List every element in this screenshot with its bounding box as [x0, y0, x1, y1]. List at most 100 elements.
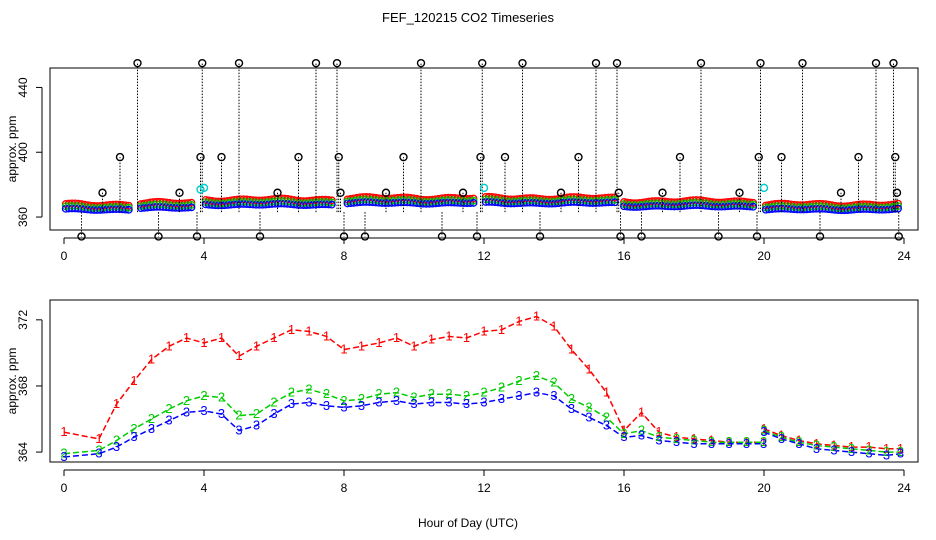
series-3-marker: 3 [865, 446, 872, 461]
bottom-y-tick-label: 372 [16, 310, 30, 330]
series-3-marker: 3 [130, 429, 137, 444]
series-2-marker: 2 [183, 393, 190, 408]
series-1-marker: 1 [60, 424, 67, 439]
series-2-marker: 2 [463, 388, 470, 403]
outlier-point [518, 58, 527, 68]
bottom-y-tick-label: 364 [16, 442, 30, 462]
series-1-marker: 1 [393, 330, 400, 345]
series-1-marker: 1 [148, 352, 155, 367]
top-ylabel: approx. ppm [5, 116, 19, 183]
series-2-marker: 2 [323, 386, 330, 401]
series-3-marker: 3 [113, 439, 120, 454]
series-1-marker: 1 [253, 338, 260, 353]
outlier-point [472, 232, 482, 241]
outlier-point [556, 188, 566, 197]
series-1-marker: 1 [428, 332, 435, 347]
chart-title: FEF_120215 CO2 Timeseries [382, 10, 554, 25]
series-3-marker: 3 [480, 394, 487, 409]
series-2-marker: 2 [830, 439, 837, 454]
outlier-point [294, 152, 303, 162]
series3-point [124, 205, 133, 214]
outlier-point [192, 232, 202, 241]
outlier-point [614, 188, 623, 197]
series-2-marker: 2 [865, 442, 872, 457]
bottom-plot-frame [49, 299, 919, 463]
outlier-point [754, 152, 763, 162]
series-3-marker: 3 [585, 409, 592, 424]
outlier-point [381, 188, 391, 197]
series-2-marker: 2 [708, 434, 715, 449]
outlier-point [591, 58, 601, 68]
series-3-marker: 3 [253, 418, 260, 433]
flagged-point [759, 183, 769, 193]
outlier-point [854, 152, 863, 162]
outlier-point [476, 152, 485, 162]
series-2-marker: 2 [795, 434, 802, 449]
series-1-marker: 1 [323, 328, 330, 343]
outlier-point [175, 188, 184, 197]
series-2-marker: 2 [358, 391, 365, 406]
series-1-marker: 1 [463, 330, 470, 345]
series-1-marker: 1 [550, 318, 557, 333]
series-1-marker: 1 [883, 441, 890, 456]
series-2-marker: 2 [883, 444, 890, 459]
series-1-marker: 1 [620, 423, 627, 438]
series-2-marker: 2 [253, 406, 260, 421]
outlier-point [255, 232, 265, 241]
series-2-line [63, 375, 901, 455]
series-3-marker: 3 [760, 436, 767, 451]
series-3-marker: 3 [760, 424, 767, 439]
series-3-marker: 3 [708, 436, 715, 451]
bottom-x-tick-label: 20 [757, 481, 771, 495]
series-3-marker: 3 [270, 406, 277, 421]
series-2-marker: 2 [375, 386, 382, 401]
series1-point [187, 198, 196, 207]
series-1-marker: 1 [848, 439, 855, 454]
outlier-point [612, 58, 622, 68]
series-2-marker: 2 [270, 394, 277, 409]
outlier-point [478, 58, 487, 68]
series-1-marker: 1 [288, 322, 295, 337]
series-3-marker: 3 [445, 394, 452, 409]
series-1-marker: 1 [568, 342, 575, 357]
series-3-marker: 3 [725, 436, 732, 451]
series-1-marker: 1 [865, 439, 872, 454]
bottom-x-tick-label: 12 [477, 481, 491, 495]
outlier-point [616, 232, 625, 241]
top-x-tick-label: 20 [757, 249, 771, 263]
bottom-y-axis: 364 368 372 [16, 310, 43, 462]
series3-point [187, 203, 196, 212]
series1-point [894, 199, 902, 208]
series-2-marker: 2 [897, 444, 904, 459]
series-2-marker: 2 [148, 411, 155, 426]
series-3-marker: 3 [340, 399, 347, 414]
series-1-marker: 1 [585, 361, 592, 376]
outlier-point [574, 152, 583, 162]
outlier-point [675, 152, 685, 162]
series-3-marker: 3 [848, 444, 855, 459]
top-y-tick-label: 400 [16, 142, 30, 162]
outlier-point [894, 232, 903, 241]
x-axis-title: Hour of Day (UTC) [418, 516, 518, 530]
series-1-marker: 1 [200, 335, 207, 350]
outlier-point [752, 232, 762, 241]
outlier-point [196, 152, 205, 162]
series-2-marker: 2 [603, 409, 610, 424]
series-3-marker: 3 [358, 398, 365, 413]
series-1-marker: 1 [638, 404, 645, 419]
series-1-marker: 1 [340, 342, 347, 357]
series-1-marker: 1 [603, 385, 610, 400]
outlier-point [696, 58, 706, 68]
series-1-marker: 1 [445, 328, 452, 343]
series-3-marker: 3 [60, 449, 67, 464]
series-1-marker: 1 [270, 330, 277, 345]
series-1-marker: 1 [690, 431, 697, 446]
series-1-marker: 1 [358, 338, 365, 353]
series-2-marker: 2 [533, 368, 540, 383]
series-3-marker: 3 [235, 423, 242, 438]
outlier-point [798, 58, 807, 68]
series-3-marker: 3 [533, 385, 540, 400]
series3-point [610, 198, 619, 207]
series3-point [327, 200, 336, 209]
series-2-marker: 2 [165, 401, 172, 416]
